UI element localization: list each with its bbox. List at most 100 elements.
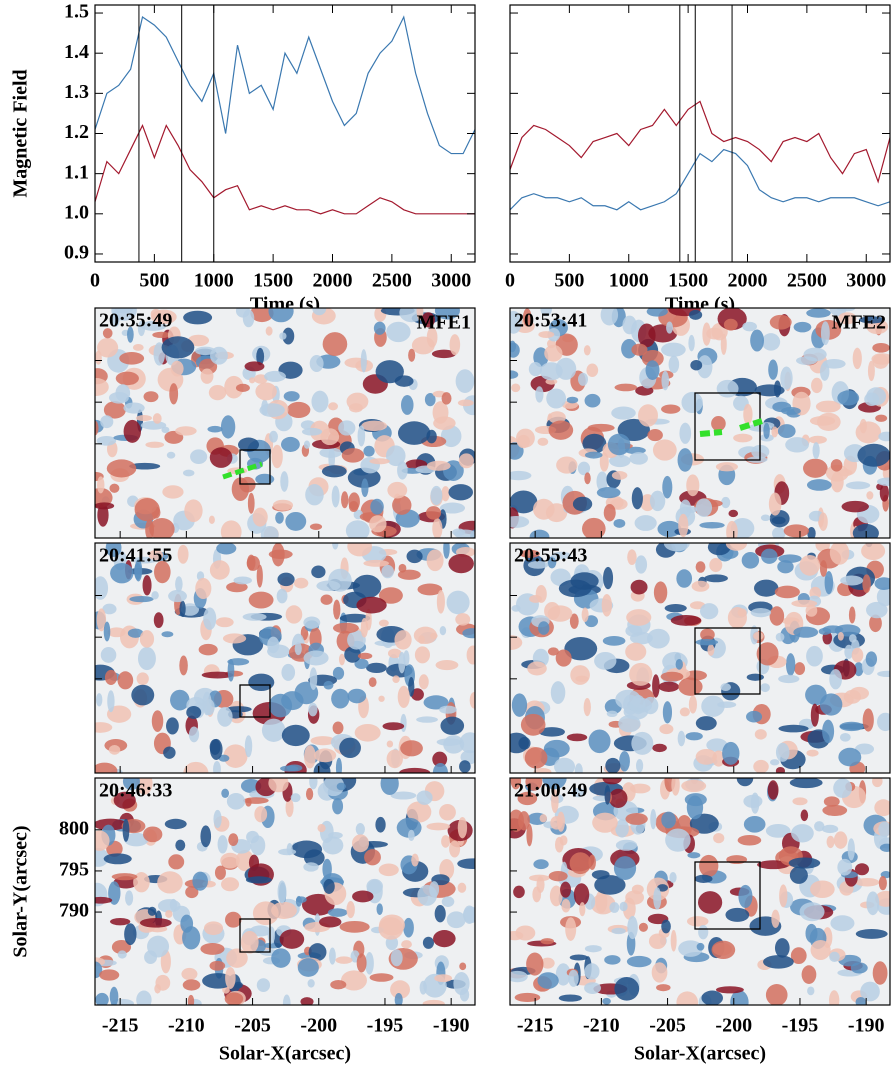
flux-patch — [569, 613, 579, 629]
flux-patch — [820, 362, 830, 381]
x-tick-label: -200 — [715, 1015, 752, 1037]
flux-patch — [449, 840, 461, 858]
flux-patch — [769, 314, 792, 330]
flux-patch — [637, 323, 656, 348]
flux-patch — [848, 606, 856, 624]
flux-patch — [540, 308, 552, 317]
flux-patch — [843, 689, 862, 704]
flux-patch — [679, 499, 692, 519]
flux-patch — [725, 907, 750, 922]
flux-patch — [619, 750, 630, 772]
flux-patch — [515, 428, 535, 448]
flux-patch — [360, 617, 369, 638]
flux-patch — [697, 355, 713, 379]
flux-patch — [268, 549, 293, 559]
flux-patch — [754, 579, 779, 597]
flux-patch — [200, 825, 212, 848]
flux-patch — [224, 375, 244, 399]
flux-patch — [462, 628, 475, 639]
flux-patch — [695, 561, 706, 573]
flux-patch — [113, 791, 136, 809]
flux-patch — [347, 630, 366, 650]
flux-patch — [608, 788, 628, 808]
flux-patch — [170, 689, 190, 711]
flux-patch — [819, 560, 828, 577]
flux-patch — [245, 876, 272, 884]
flux-patch — [413, 626, 437, 645]
flux-patch — [376, 903, 383, 915]
flux-patch — [664, 604, 687, 613]
flux-patch — [439, 804, 456, 821]
flux-patch — [182, 926, 201, 950]
flux-patch — [510, 635, 523, 650]
flux-patch — [527, 661, 547, 676]
flux-patch — [234, 981, 243, 989]
flux-patch — [459, 732, 475, 754]
flux-patch — [397, 685, 410, 708]
flux-patch — [607, 433, 631, 456]
flux-patch — [390, 949, 403, 967]
flux-patch — [344, 646, 361, 663]
flux-patch — [695, 498, 713, 517]
flux-patch — [123, 402, 145, 414]
flux-patch — [631, 487, 643, 510]
flux-patch — [96, 435, 117, 446]
flux-patch — [566, 396, 579, 404]
x-tick-label: 0 — [505, 270, 515, 292]
flux-patch — [861, 543, 886, 561]
flux-patch — [179, 600, 186, 617]
flux-patch — [662, 475, 673, 499]
flux-patch — [207, 425, 223, 433]
flux-patch — [293, 577, 309, 589]
flux-patch — [768, 359, 778, 380]
flux-patch — [775, 632, 785, 642]
flux-patch — [596, 487, 621, 499]
flux-patch — [556, 811, 565, 832]
flux-patch — [378, 917, 404, 940]
flux-patch — [397, 421, 431, 445]
x-tick-label: -210 — [583, 1015, 620, 1037]
flux-patch — [737, 835, 762, 846]
flux-patch — [462, 906, 475, 924]
flux-patch — [149, 518, 175, 538]
flux-patch — [599, 452, 609, 472]
flux-patch — [760, 514, 771, 522]
data-line — [509, 100, 891, 184]
timestamp: 20:35:49 — [99, 310, 172, 332]
x-tick-label: -190 — [848, 1015, 885, 1037]
flux-patch — [432, 401, 449, 424]
flux-patch — [330, 980, 347, 990]
flux-patch — [761, 333, 781, 351]
flux-patch — [847, 838, 855, 861]
flux-patch — [770, 759, 780, 766]
flux-patch — [329, 947, 336, 965]
flux-patch — [720, 333, 727, 355]
flux-patch — [584, 982, 601, 994]
flux-patch — [95, 818, 128, 831]
flux-patch — [767, 780, 779, 800]
flux-patch — [166, 717, 179, 735]
flux-patch — [743, 403, 753, 425]
flux-patch — [434, 308, 460, 320]
flux-patch — [778, 724, 809, 733]
x-tick-label: 2500 — [787, 270, 827, 292]
flux-patch — [646, 308, 668, 317]
flux-patch — [822, 719, 835, 744]
flux-patch — [622, 315, 637, 335]
flux-patch — [830, 459, 843, 472]
flux-patch — [540, 938, 554, 945]
flux-patch — [525, 778, 543, 791]
flux-patch — [285, 511, 307, 531]
flux-patch — [110, 563, 134, 584]
flux-patch — [382, 722, 405, 731]
flux-patch — [550, 681, 566, 704]
flux-patch — [333, 599, 341, 620]
flux-patch — [323, 879, 335, 894]
flux-patch — [311, 565, 326, 579]
flux-patch — [221, 788, 230, 798]
flux-patch — [208, 515, 215, 524]
flux-patch — [285, 798, 294, 818]
flux-patch — [511, 693, 528, 717]
flux-patch — [547, 647, 559, 656]
flux-patch — [182, 979, 201, 991]
